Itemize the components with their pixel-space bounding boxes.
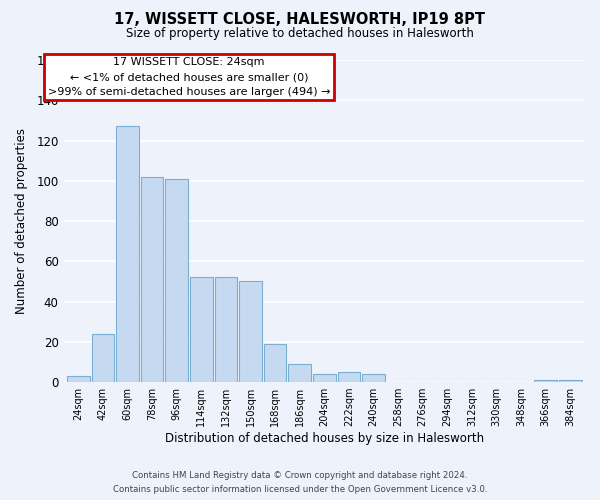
Bar xyxy=(190,278,212,382)
Bar xyxy=(67,376,89,382)
Bar xyxy=(116,126,139,382)
X-axis label: Distribution of detached houses by size in Halesworth: Distribution of detached houses by size … xyxy=(165,432,484,445)
Bar xyxy=(239,282,262,382)
Bar xyxy=(338,372,360,382)
Y-axis label: Number of detached properties: Number of detached properties xyxy=(15,128,28,314)
Text: Contains HM Land Registry data © Crown copyright and database right 2024.: Contains HM Land Registry data © Crown c… xyxy=(132,472,468,480)
Bar xyxy=(313,374,335,382)
Text: Contains public sector information licensed under the Open Government Licence v3: Contains public sector information licen… xyxy=(113,484,487,494)
Bar xyxy=(535,380,557,382)
Bar xyxy=(289,364,311,382)
Text: 17 WISSETT CLOSE: 24sqm
← <1% of detached houses are smaller (0)
>99% of semi-de: 17 WISSETT CLOSE: 24sqm ← <1% of detache… xyxy=(48,58,330,97)
Bar xyxy=(362,374,385,382)
Bar xyxy=(264,344,286,382)
Bar xyxy=(215,278,237,382)
Bar xyxy=(141,177,163,382)
Bar xyxy=(166,179,188,382)
Bar xyxy=(559,380,581,382)
Text: 17, WISSETT CLOSE, HALESWORTH, IP19 8PT: 17, WISSETT CLOSE, HALESWORTH, IP19 8PT xyxy=(115,12,485,28)
Text: Size of property relative to detached houses in Halesworth: Size of property relative to detached ho… xyxy=(126,28,474,40)
Bar xyxy=(92,334,114,382)
